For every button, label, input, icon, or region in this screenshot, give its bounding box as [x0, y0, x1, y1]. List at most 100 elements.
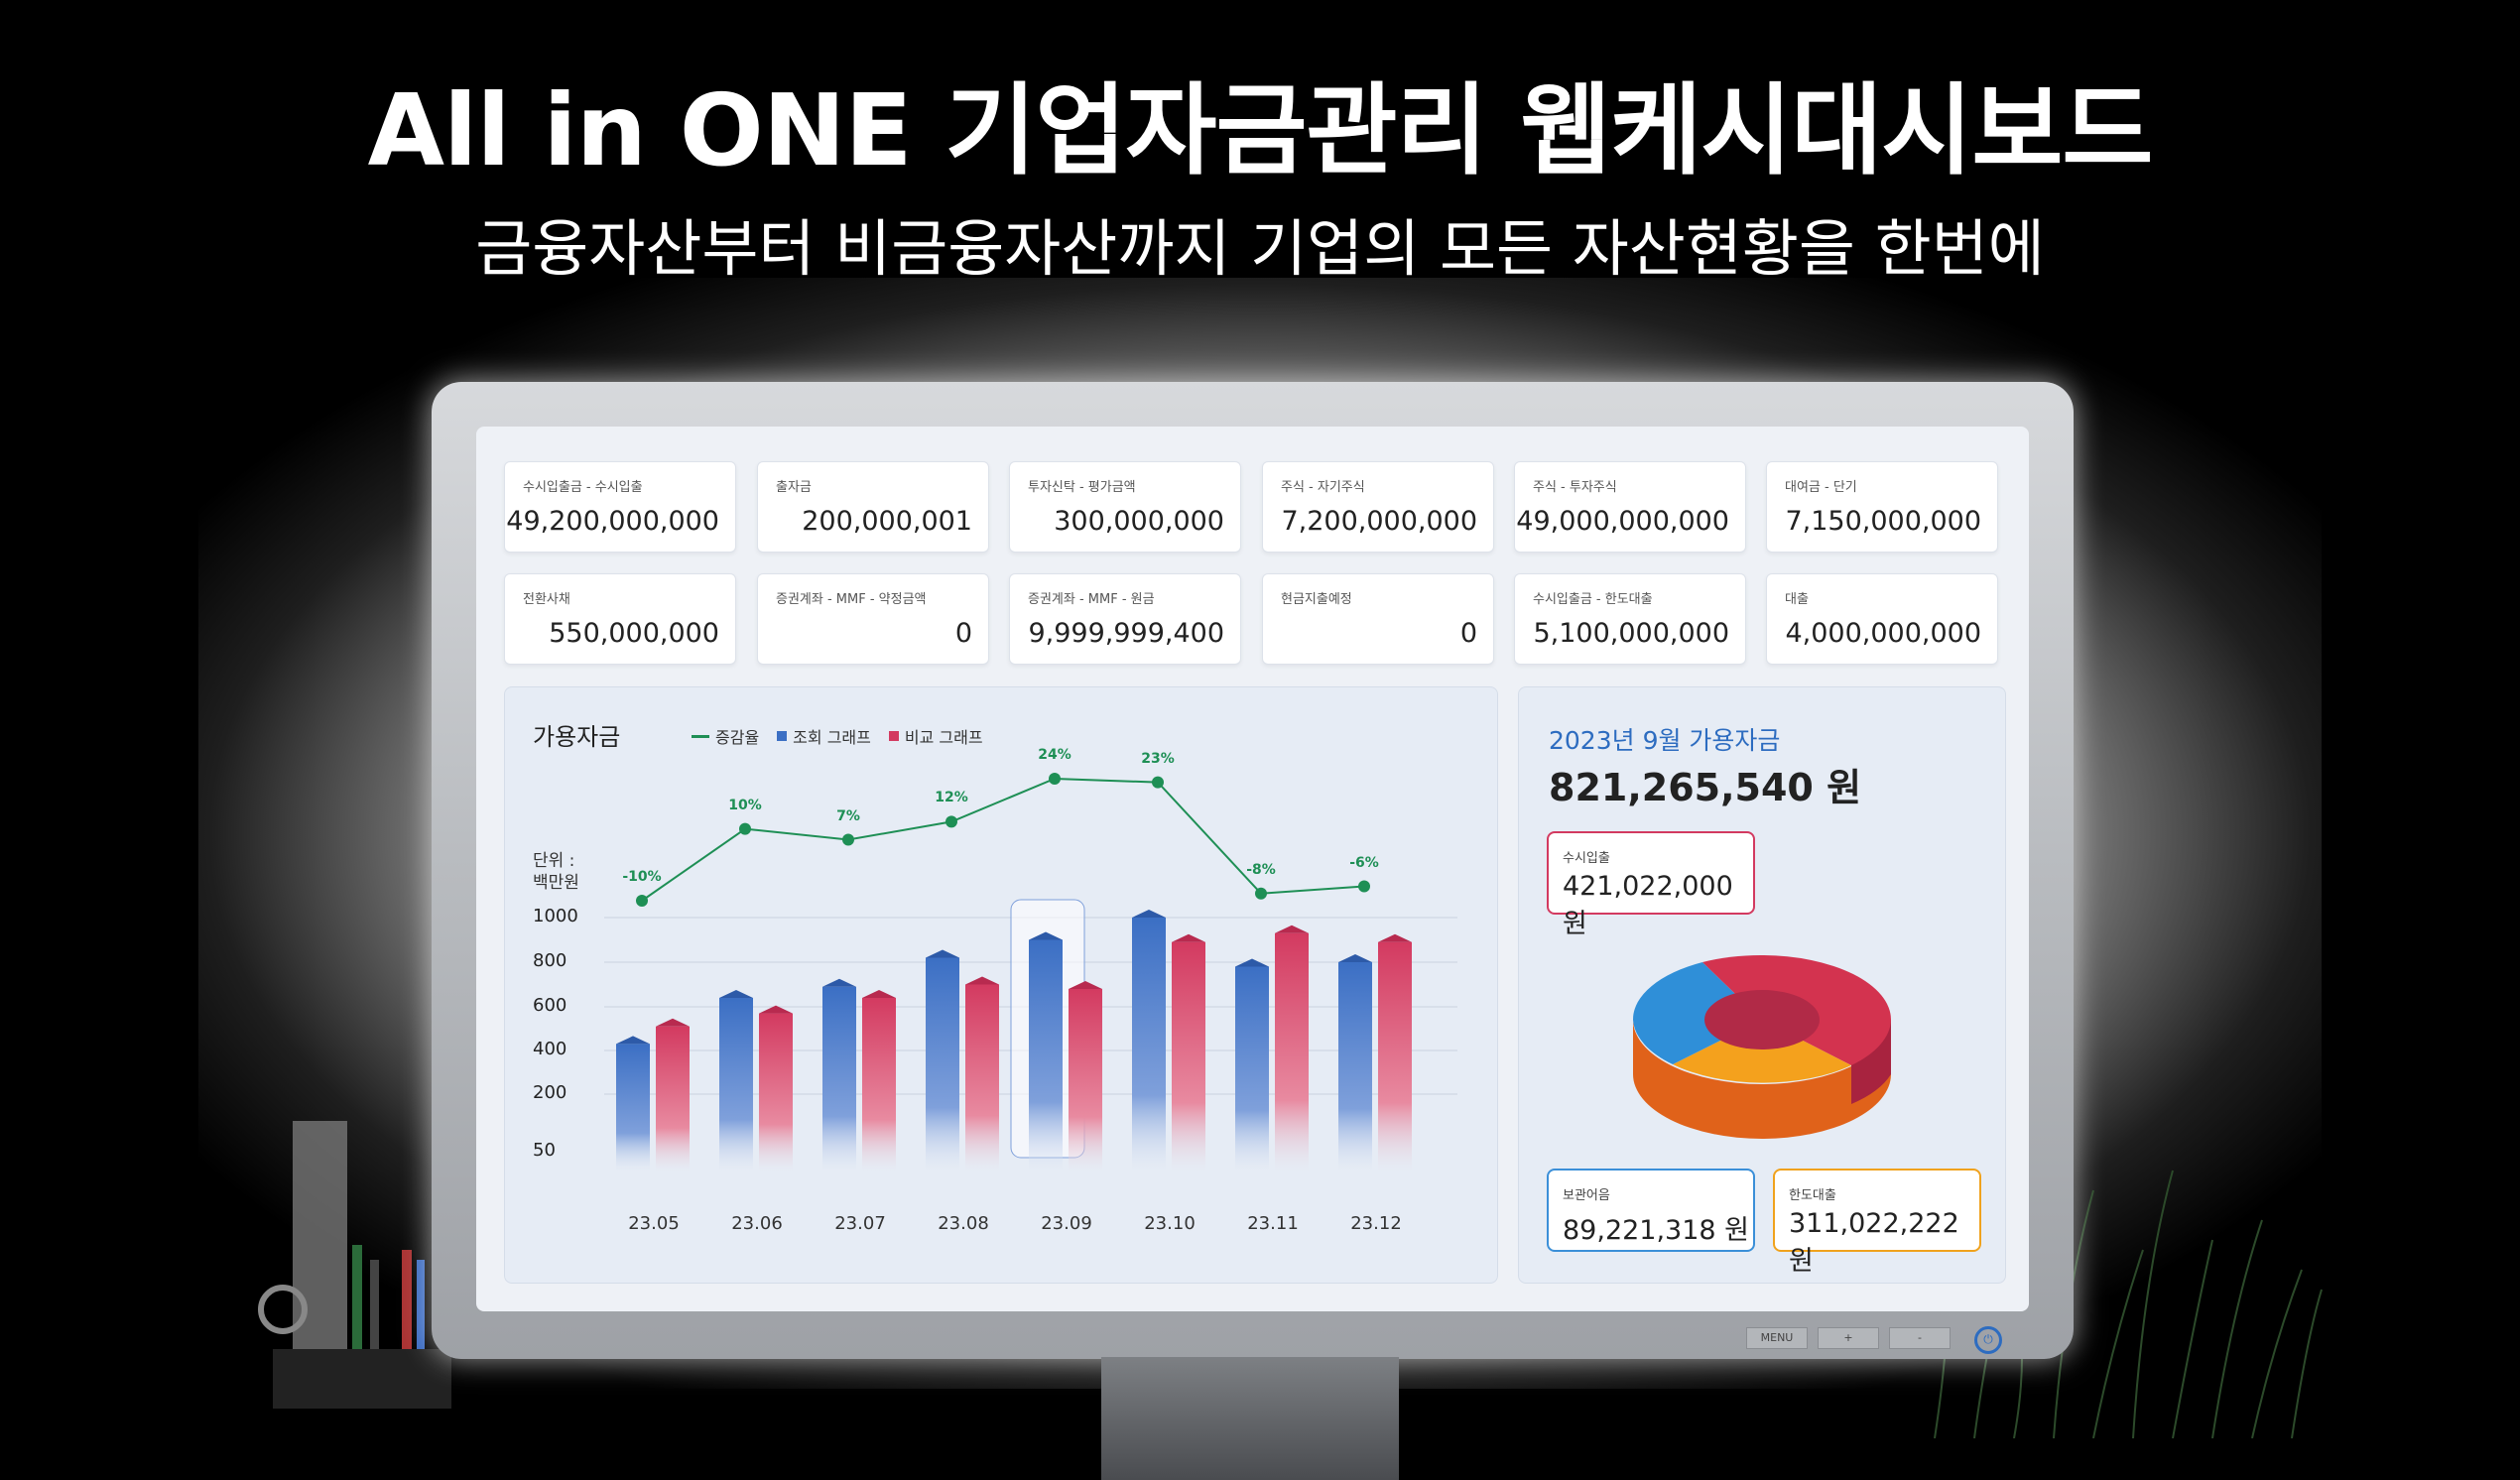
slice-notes — [1632, 962, 1762, 1064]
x-tick-label: 23.05 — [628, 1213, 680, 1234]
compare-bar[interactable] — [759, 1013, 793, 1172]
compare-bar[interactable] — [656, 1026, 690, 1172]
query-bar[interactable] — [1338, 962, 1372, 1172]
compare-bar[interactable] — [1378, 941, 1412, 1172]
bar-cap — [1069, 981, 1102, 989]
x-tick-label: 23.11 — [1247, 1213, 1299, 1234]
rate-point[interactable] — [842, 833, 854, 846]
pencil-holder-illustration — [258, 1121, 451, 1409]
summary-card[interactable]: 출자금 200,000,001 — [757, 461, 989, 553]
card-value: 0 — [1459, 618, 1477, 649]
rate-label: -10% — [622, 869, 662, 885]
monitor-controls: MENU + - — [1746, 1327, 1951, 1349]
unit-label: 단위 : 백만원 — [533, 851, 579, 893]
query-bar[interactable] — [822, 986, 856, 1172]
rate-label: 24% — [1038, 747, 1071, 763]
chart-panel-title: 가용자금 — [533, 723, 621, 751]
power-icon[interactable]: ⏻ — [1974, 1326, 2002, 1354]
compare-bar[interactable] — [1172, 941, 1205, 1172]
x-tick-label: 23.09 — [1041, 1213, 1092, 1234]
query-bar[interactable] — [1029, 939, 1063, 1172]
summary-card[interactable]: 수시입출금 - 수시입출 49,200,000,000 — [504, 461, 736, 553]
query-bar[interactable] — [1132, 918, 1166, 1172]
available-funds-chart-panel: 가용자금 증감율 조회 그래프 비교 그래프 단위 : 백만원 1000 800 6… — [504, 686, 1498, 1284]
dashboard-screen: 수시입출금 - 수시입출 49,200,000,000 출자금 200,000,001… — [476, 427, 2029, 1311]
card-value: 49,200,000,000 — [506, 506, 719, 537]
rate-point[interactable] — [1049, 773, 1061, 785]
blue-swatch-icon — [777, 731, 788, 741]
x-tick-label: 23.06 — [731, 1213, 783, 1234]
query-bar[interactable] — [1235, 966, 1269, 1172]
summary-card[interactable]: 주식 - 자기주식 7,200,000,000 — [1262, 461, 1494, 553]
query-bar[interactable] — [926, 957, 959, 1172]
bar-cap — [656, 1018, 690, 1027]
summary-card[interactable]: 대출 4,000,000,000 — [1766, 573, 1998, 665]
x-tick-label: 23.07 — [834, 1213, 886, 1234]
bar-chart — [604, 773, 1457, 1172]
slice-demand — [1762, 955, 1891, 1065]
rate-point[interactable] — [1358, 880, 1370, 893]
rate-point[interactable] — [1255, 887, 1267, 900]
query-bar[interactable] — [616, 1044, 650, 1172]
card-value: 7,150,000,000 — [1785, 506, 1981, 537]
card-label: 현금지출예정 — [1281, 592, 1352, 607]
card-value: 300,000,000 — [1054, 506, 1224, 537]
summary-card[interactable]: 대여금 - 단기 7,150,000,000 — [1766, 461, 1998, 553]
rate-label: -6% — [1349, 854, 1379, 871]
menu-button[interactable]: MENU — [1746, 1327, 1808, 1349]
bar-cap — [1235, 958, 1269, 967]
plus-button[interactable]: + — [1818, 1327, 1879, 1349]
summary-card[interactable]: 수시입출금 - 한도대출 5,100,000,000 — [1514, 573, 1746, 665]
rate-line — [641, 777, 1365, 902]
monitor-stand — [1101, 1357, 1399, 1480]
summary-card[interactable]: 전환사채 550,000,000 — [504, 573, 736, 665]
card-label: 증권계좌 - MMF - 약정금액 — [776, 592, 927, 607]
rate-point[interactable] — [739, 822, 751, 835]
y-tick-label: 400 — [533, 1039, 567, 1059]
compare-bar[interactable] — [1069, 989, 1102, 1172]
summary-card[interactable]: 증권계좌 - MMF - 원금 9,999,999,400 — [1009, 573, 1241, 665]
monthly-funds-panel: 2023년 9월 가용자금 821,265,540 원 수시입출 421,022… — [1518, 686, 2006, 1284]
card-value: 550,000,000 — [549, 618, 719, 649]
card-label: 출자금 — [776, 480, 812, 495]
rate-point[interactable] — [1152, 776, 1164, 789]
compare-bar[interactable] — [862, 998, 896, 1172]
legend-rate[interactable]: 증감율 — [692, 724, 759, 748]
bar-cap — [822, 978, 856, 987]
item-box-demand: 수시입출 421,022,000 원 — [1547, 831, 1755, 939]
x-tick-label: 23.08 — [938, 1213, 989, 1234]
summary-card[interactable]: 투자신탁 - 평가금액 300,000,000 — [1009, 461, 1241, 553]
card-value: 9,999,999,400 — [1028, 618, 1224, 649]
card-label: 주식 - 자기주식 — [1281, 480, 1365, 495]
summary-card[interactable]: 주식 - 투자주식 49,000,000,000 — [1514, 461, 1746, 553]
bar-cap — [1275, 925, 1309, 933]
card-label: 대출 — [1785, 592, 1809, 607]
summary-card[interactable]: 증권계좌 - MMF - 약정금액 0 — [757, 573, 989, 665]
summary-card[interactable]: 현금지출예정 0 — [1262, 573, 1494, 665]
legend-query[interactable]: 조회 그래프 — [777, 724, 871, 748]
rate-label: 23% — [1141, 750, 1175, 767]
card-value: 7,200,000,000 — [1281, 506, 1477, 537]
query-bar[interactable] — [719, 998, 753, 1172]
y-tick-label: 50 — [533, 1140, 556, 1161]
minus-button[interactable]: - — [1889, 1327, 1951, 1349]
card-value: 0 — [954, 618, 972, 649]
bar-cap — [1378, 933, 1412, 942]
bar-cap — [1029, 931, 1063, 940]
legend-compare[interactable]: 비교 그래프 — [888, 724, 983, 748]
bar-cap — [616, 1036, 650, 1045]
bar-cap — [862, 990, 896, 998]
rate-label: -8% — [1246, 861, 1276, 878]
compare-bar[interactable] — [965, 984, 999, 1172]
card-value: 49,000,000,000 — [1516, 506, 1729, 537]
subheadline: 금융자산부터 비금융자산까지 기업의 모든 자산현황을 한번에 — [475, 212, 2045, 285]
item-box-limit-loan: 한도대출 311,022,222 원 — [1773, 1169, 1981, 1277]
bar-cap — [1338, 954, 1372, 962]
compare-bar[interactable] — [1275, 932, 1309, 1172]
rate-point[interactable] — [945, 815, 957, 828]
item-box-notes: 보관어음 89,221,318 원 — [1547, 1169, 1755, 1252]
bar-cap — [1172, 933, 1205, 942]
donut-3d-chart — [1632, 954, 1891, 1139]
card-value: 5,100,000,000 — [1533, 618, 1729, 649]
rate-point[interactable] — [636, 895, 648, 907]
